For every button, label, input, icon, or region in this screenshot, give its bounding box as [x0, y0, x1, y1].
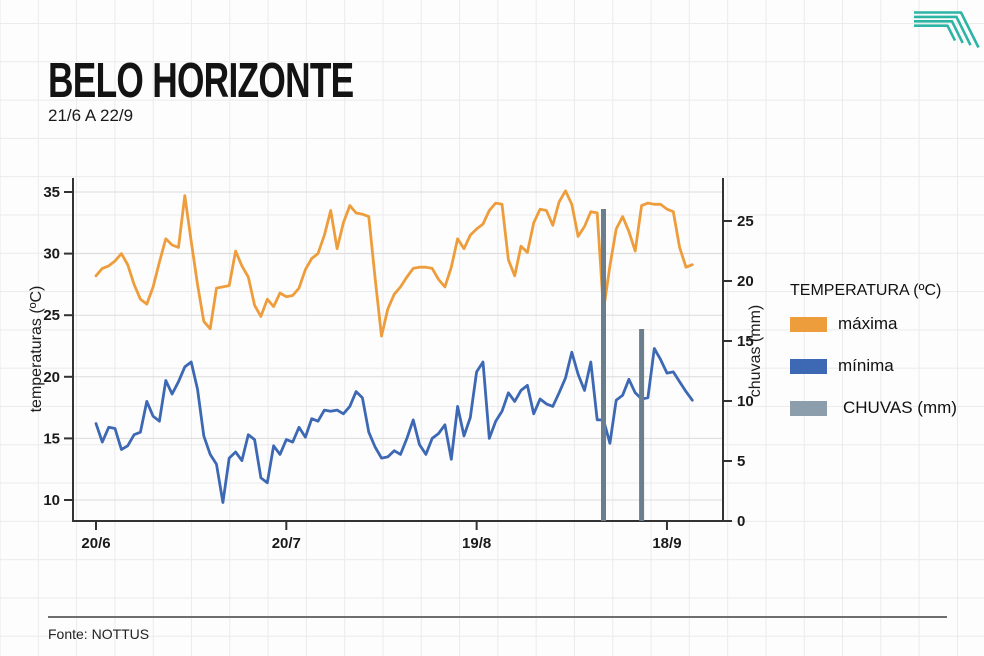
source-credit: Fonte: NOTTUS	[48, 626, 150, 642]
minima-swatch-icon	[790, 358, 827, 374]
x-tick-label: 18/9	[652, 535, 681, 552]
ge-swoosh-logo-icon	[914, 11, 980, 49]
legend-item-chuvas: CHUVAS (mm)	[790, 398, 984, 418]
y-right-tick-label: 25	[737, 213, 754, 230]
legend-item-minima: mínima	[790, 356, 984, 376]
y-axis-left-title: temperaturas (ºC)	[28, 285, 45, 413]
x-tick-label: 20/7	[272, 535, 301, 552]
y-right-tick-label: 15	[737, 333, 754, 350]
legend-title: TEMPERATURA (ºC)	[790, 282, 942, 299]
axis-frame	[72, 178, 724, 522]
y-right-tick-label: 5	[737, 453, 745, 470]
chart-legend: TEMPERATURA (ºC) máxima mínima CHUVAS (m…	[790, 282, 984, 440]
chuvas-swatch-icon	[790, 400, 827, 416]
y-axis-right-title: chuvas (mm)	[747, 304, 764, 398]
x-tick-label: 20/6	[81, 535, 110, 552]
legend-label: CHUVAS (mm)	[843, 398, 957, 417]
footer-divider	[48, 616, 947, 618]
y-right-tick-label: 20	[737, 273, 754, 290]
maxima-swatch-icon	[790, 316, 827, 332]
y-right-tick-label: 10	[737, 393, 754, 410]
x-tick-label: 19/8	[462, 535, 491, 552]
y-left-tick-label: 15	[43, 430, 60, 447]
rain-bar	[639, 329, 645, 521]
page-title: BELO HORIZONTE	[48, 54, 354, 108]
y-left-tick-label: 30	[43, 246, 60, 263]
y-left-tick-label: 35	[43, 184, 60, 201]
máxima-line	[94, 189, 694, 338]
mínima-line	[94, 347, 694, 504]
y-right-tick-label: 0	[737, 513, 745, 530]
y-left-tick-label: 10	[43, 492, 60, 509]
legend-item-maxima: máxima	[790, 314, 984, 334]
legend-label: mínima	[838, 356, 894, 375]
page-subtitle: 21/6 A 22/9	[48, 106, 134, 125]
legend-label: máxima	[838, 314, 898, 333]
y-left-tick-label: 25	[43, 307, 60, 324]
rain-bar	[601, 209, 606, 521]
y-left-tick-label: 20	[43, 369, 60, 386]
